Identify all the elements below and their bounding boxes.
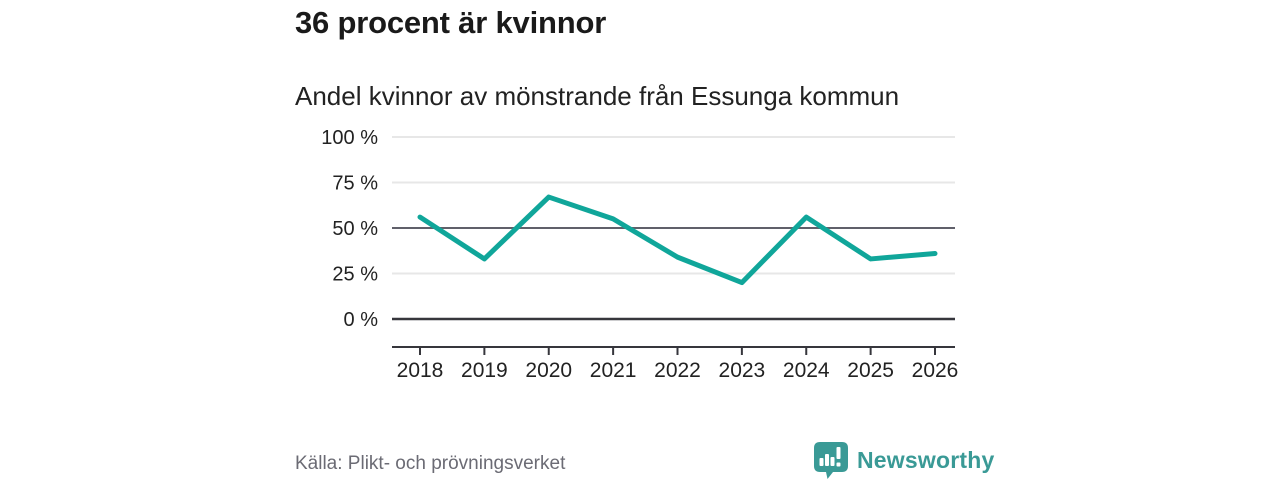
logo-wordmark: Newsworthy — [857, 446, 995, 473]
newsworthy-logo: Newsworthy — [813, 441, 994, 479]
x-tick-label-2019: 2019 — [461, 359, 508, 382]
speech-bubble-bar-chart-icon — [814, 442, 848, 479]
source-note: Källa: Plikt- och prövningsverket — [295, 453, 566, 474]
y-tick-label-75: 75 % — [332, 173, 378, 195]
data-line-series — [417, 194, 938, 286]
y-tick-label-100: 100 % — [321, 127, 378, 149]
logo-bars — [819, 447, 841, 467]
y-tick-label-0: 0 % — [344, 309, 379, 331]
y-tick-label-50: 50 % — [332, 218, 378, 240]
page-title: 36 procent är kvinnor — [295, 5, 607, 40]
x-tick-label-2025: 2025 — [847, 359, 894, 382]
x-tick-label-2018: 2018 — [397, 359, 444, 382]
x-tick-label-2023: 2023 — [719, 359, 766, 382]
x-tick-label-2020: 2020 — [525, 359, 572, 382]
chart-subtitle: Andel kvinnor av mönstrande från Essunga… — [295, 81, 900, 111]
y-tick-label-25: 25 % — [332, 264, 378, 286]
x-tick-label-2021: 2021 — [590, 359, 637, 382]
x-tick-label-2026: 2026 — [912, 359, 959, 382]
x-tick-label-2022: 2022 — [654, 359, 701, 382]
x-tick-label-2024: 2024 — [783, 359, 830, 382]
